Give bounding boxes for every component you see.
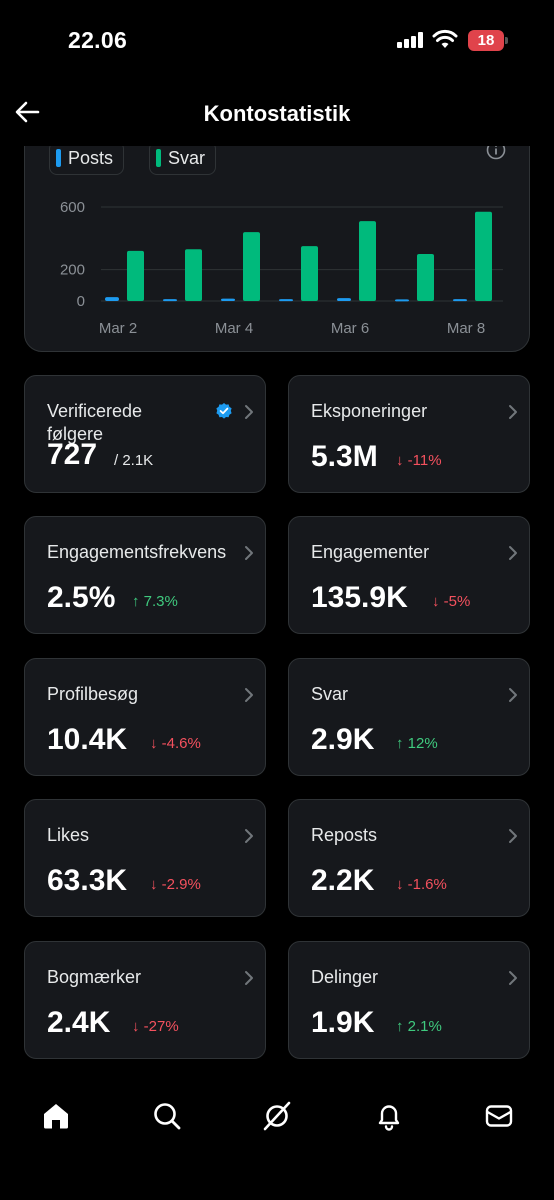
- grok-icon[interactable]: [261, 1100, 293, 1132]
- stat-value: 63.3K: [47, 864, 128, 897]
- legend-svar-label: Svar: [168, 147, 206, 168]
- chevron-right-icon: [245, 971, 253, 985]
- bar-svar[interactable]: [243, 232, 260, 301]
- battery-icon: 18: [468, 30, 508, 51]
- stat-card[interactable]: Eksponeringer 5.3M ↓ -11%: [288, 375, 530, 493]
- stat-change: ↓ -5%: [432, 593, 471, 610]
- stat-change: ↓ -2.9%: [150, 876, 201, 893]
- legend-posts-label: Posts: [68, 147, 114, 168]
- stat-label: Reposts: [311, 825, 378, 845]
- chevron-right-icon: [509, 405, 517, 419]
- stat-card[interactable]: Svar 2.9K ↑ 12%: [288, 658, 530, 776]
- stat-label-line2: følgere: [47, 424, 104, 444]
- stat-card[interactable]: Bogmærker 2.4K ↓ -27%: [24, 941, 266, 1059]
- back-arrow-icon[interactable]: [12, 96, 44, 128]
- signal-icon: [397, 32, 425, 48]
- chevron-right-icon: [245, 829, 253, 843]
- battery-level: 18: [477, 32, 495, 49]
- stat-card[interactable]: Engagementsfrekvens 2.5% ↑ 7.3%: [24, 516, 266, 634]
- stat-change: ↑ 7.3%: [132, 593, 178, 610]
- stat-card[interactable]: Reposts 2.2K ↓ -1.6%: [288, 799, 530, 917]
- stat-change: ↓ -11%: [396, 452, 442, 469]
- stat-label: Bogmærker: [47, 967, 142, 987]
- x-tick-label: Mar 4: [215, 320, 253, 337]
- stat-label-line1: Verificerede: [47, 401, 143, 421]
- chevron-right-icon: [509, 829, 517, 843]
- bar-posts[interactable]: [163, 299, 177, 302]
- stat-label: Delinger: [311, 967, 379, 987]
- verified-badge-icon: [216, 403, 232, 419]
- wifi-icon: [432, 29, 458, 48]
- chevron-right-icon: [509, 546, 517, 560]
- bar-svar[interactable]: [359, 221, 376, 301]
- stat-label: Eksponeringer: [311, 401, 428, 421]
- stat-value: 5.3M: [311, 440, 378, 473]
- stat-card[interactable]: Engagementer 135.9K ↓ -5%: [288, 516, 530, 634]
- chart-card: Posts Svar 600 200 0 Mar 2 Mar 4 Mar 6 Mar 8: [24, 110, 530, 352]
- stat-label: Engagementer: [311, 542, 430, 562]
- y-tick-label: 600: [60, 199, 85, 216]
- legend-posts-swatch: [56, 149, 61, 167]
- bar-svar[interactable]: [127, 250, 144, 301]
- bar-posts[interactable]: [279, 299, 293, 302]
- stat-value: 2.5%: [47, 581, 116, 614]
- y-tick-label: 200: [60, 262, 85, 279]
- bottom-nav: [0, 1082, 554, 1200]
- bar-posts[interactable]: [395, 299, 409, 302]
- bar-svar[interactable]: [185, 249, 202, 301]
- stat-label: Profilbesøg: [47, 684, 139, 704]
- x-tick-label: Mar 8: [447, 320, 485, 337]
- x-tick-label: Mar 2: [99, 320, 137, 337]
- bell-icon[interactable]: [373, 1100, 405, 1132]
- status-bar: 22.06 18: [0, 0, 554, 80]
- bar-svar[interactable]: [301, 246, 318, 301]
- chevron-right-icon: [509, 688, 517, 702]
- mail-icon[interactable]: [483, 1100, 515, 1132]
- search-icon[interactable]: [151, 1100, 183, 1132]
- home-icon[interactable]: [40, 1100, 72, 1132]
- y-tick-label: 0: [77, 293, 85, 310]
- stat-value: 1.9K: [311, 1006, 375, 1039]
- stat-card[interactable]: Profilbesøg 10.4K ↓ -4.6%: [24, 658, 266, 776]
- stat-label: Engagementsfrekvens: [47, 542, 227, 562]
- stat-value: 10.4K: [47, 723, 128, 756]
- chevron-right-icon: [245, 405, 253, 419]
- legend-svar-swatch: [156, 149, 161, 167]
- stat-value: 2.2K: [311, 864, 375, 897]
- stat-value: 135.9K: [311, 581, 408, 614]
- stat-value: 727: [47, 438, 98, 471]
- bar-svar[interactable]: [475, 211, 492, 301]
- bar-posts[interactable]: [337, 298, 351, 301]
- chevron-right-icon: [245, 546, 253, 560]
- stat-card[interactable]: Likes 63.3K ↓ -2.9%: [24, 799, 266, 917]
- stat-value: 2.4K: [47, 1006, 111, 1039]
- bar-svar[interactable]: [417, 254, 434, 301]
- bar-posts[interactable]: [453, 299, 467, 302]
- stat-label: Verificerede følgere: [47, 400, 142, 446]
- stat-label: Svar: [311, 684, 349, 704]
- stat-value: 2.9K: [311, 723, 375, 756]
- bar-posts[interactable]: [221, 298, 235, 301]
- chevron-right-icon: [509, 971, 517, 985]
- stat-label: Likes: [47, 825, 90, 845]
- stat-change: ↓ -27%: [132, 1018, 179, 1035]
- chevron-right-icon: [245, 688, 253, 702]
- stat-total: / 2.1K: [114, 452, 154, 469]
- stat-change: ↑ 12%: [396, 735, 438, 752]
- bar-posts[interactable]: [105, 297, 119, 301]
- stat-change: ↓ -4.6%: [150, 735, 201, 752]
- x-tick-label: Mar 6: [331, 320, 369, 337]
- status-time: 22.06: [68, 27, 128, 53]
- header: Kontostatistik: [0, 80, 554, 146]
- bar-chart: 600 200 0 Mar 2 Mar 4 Mar 6 Mar 8: [60, 199, 503, 337]
- stat-card[interactable]: Delinger 1.9K ↑ 2.1%: [288, 941, 530, 1059]
- stat-change: ↑ 2.1%: [396, 1018, 442, 1035]
- page-title: Kontostatistik: [203, 101, 351, 126]
- stat-change: ↓ -1.6%: [396, 876, 447, 893]
- stat-card[interactable]: Verificerede følgere 727 / 2.1K: [24, 375, 266, 493]
